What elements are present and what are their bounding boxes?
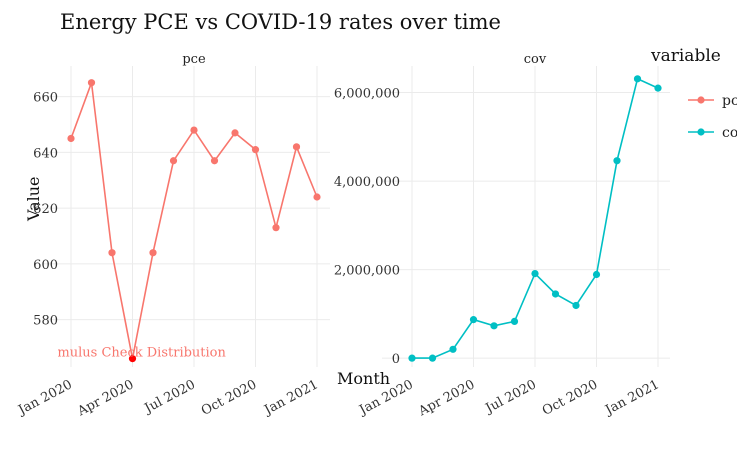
data-point — [592, 270, 601, 279]
data-point — [128, 355, 137, 363]
data-point — [272, 224, 280, 232]
x-tick-label: Apr 2020 — [415, 377, 477, 419]
x-tick-label: Jan 2021 — [601, 377, 662, 419]
x-tick-label: Oct 2020 — [540, 377, 600, 419]
legend-key-point-cov — [697, 128, 705, 136]
data-point — [572, 301, 580, 310]
x-tick-label: Jul 2020 — [482, 377, 539, 417]
data-point — [510, 317, 519, 326]
y-tick-label: 600 — [33, 258, 58, 273]
y-tick-label: 620 — [33, 202, 58, 217]
data-point — [531, 270, 539, 278]
data-point — [408, 354, 416, 362]
data-point — [490, 322, 498, 330]
legend-entry-label: pce — [722, 93, 737, 109]
data-point — [108, 249, 116, 257]
data-point — [469, 316, 478, 324]
y-tick-label: 2,000,000 — [334, 264, 400, 279]
data-point — [169, 157, 178, 165]
data-point — [231, 129, 239, 137]
data-point — [654, 84, 662, 92]
y-tick-label: 640 — [33, 146, 58, 161]
data-point — [449, 345, 457, 353]
data-point — [87, 79, 96, 87]
data-point — [428, 354, 437, 362]
x-tick-label: Oct 2020 — [199, 377, 259, 419]
data-point — [251, 146, 260, 154]
facet-title-pce: pce — [182, 52, 206, 67]
legend-title: variable — [651, 46, 721, 66]
data-point — [633, 75, 642, 83]
x-tick-label: Jan 2021 — [260, 377, 321, 419]
data-point — [210, 157, 219, 165]
y-tick-label: 660 — [33, 91, 58, 106]
x-axis-title: Month — [337, 369, 391, 388]
x-tick-label: Apr 2020 — [74, 377, 136, 419]
y-tick-label: 580 — [33, 314, 58, 329]
facet-title-cov: cov — [523, 52, 547, 67]
chart-title: Energy PCE vs COVID-19 rates over time — [60, 10, 501, 34]
data-point — [67, 134, 75, 143]
data-point — [292, 143, 301, 151]
y-tick-label: 6,000,000 — [334, 87, 400, 102]
x-tick-label: Jan 2020 — [355, 377, 416, 419]
legend-key-point-pce — [697, 96, 705, 104]
x-tick-label: Jul 2020 — [141, 377, 198, 417]
y-tick-label: 0 — [392, 352, 400, 367]
annotation-label: Stimulus Check Distribution — [39, 346, 226, 361]
data-point — [551, 290, 560, 298]
y-tick-label: 4,000,000 — [334, 175, 400, 190]
x-tick-label: Jan 2020 — [14, 377, 75, 419]
data-point — [613, 157, 621, 165]
data-point — [313, 193, 321, 201]
data-point — [190, 126, 198, 134]
legend-entry-label: cov — [722, 125, 737, 141]
data-point — [149, 249, 157, 257]
